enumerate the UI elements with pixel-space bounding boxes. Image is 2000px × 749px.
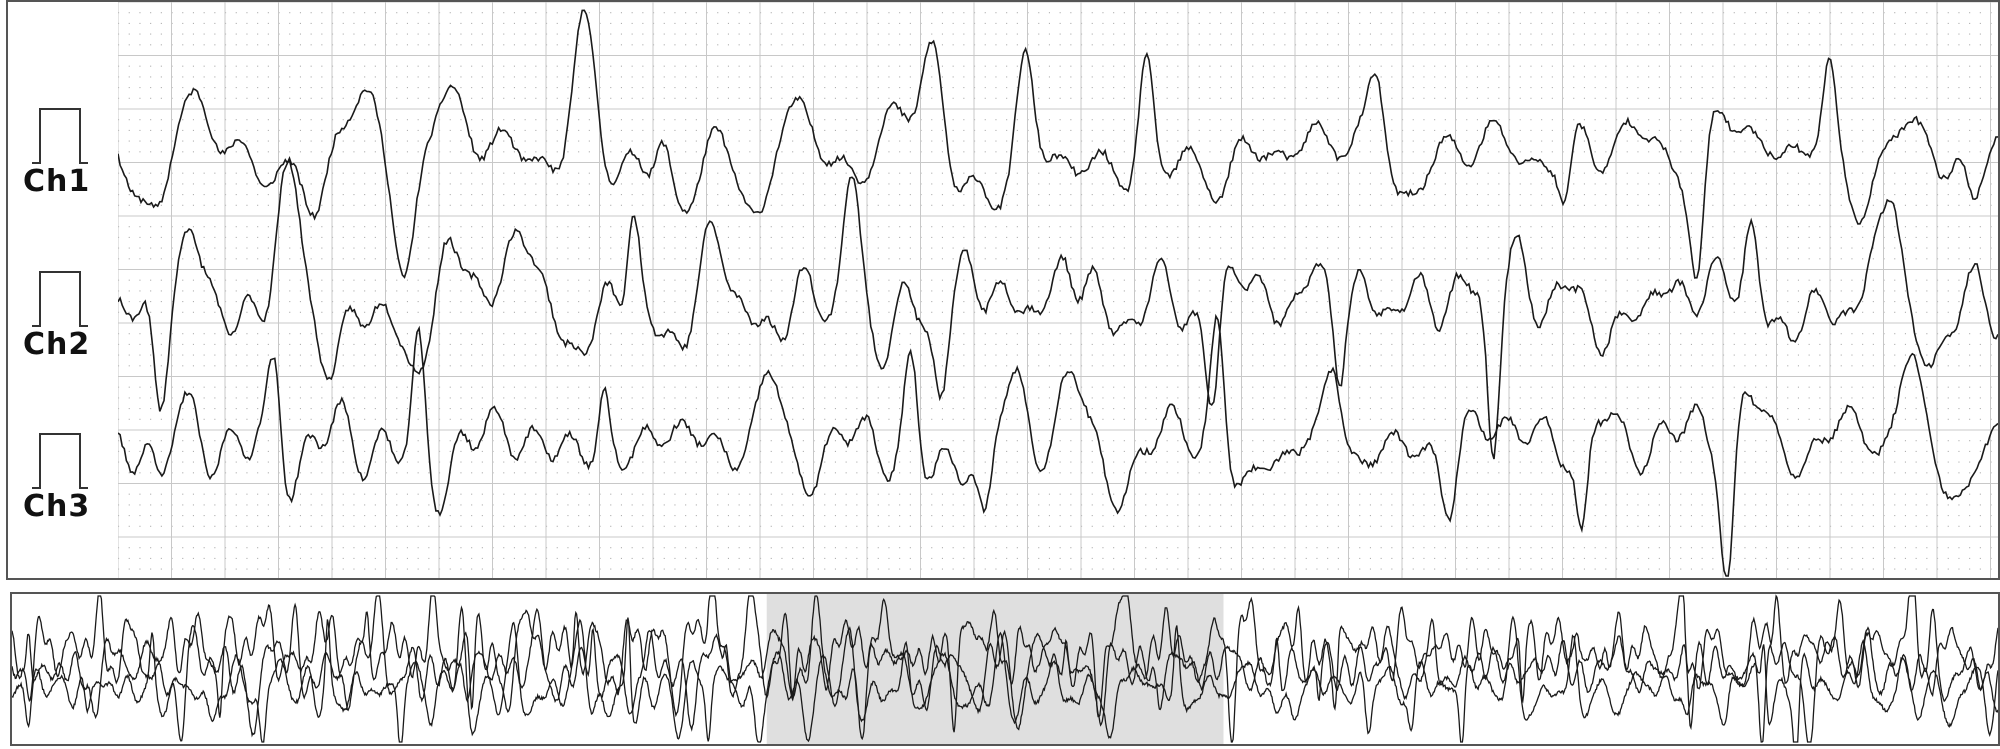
- grid-dot-pattern: [118, 2, 1992, 570]
- grid-dots: [118, 2, 1992, 570]
- channel-label-column: Ch1 Ch2 Ch3: [8, 2, 118, 578]
- grid-major-lines: [118, 2, 1998, 578]
- waveform-plot: [118, 2, 1998, 578]
- main-waveform-panel: Ch1 Ch2 Ch3: [6, 0, 2000, 580]
- trace-ch1: [118, 9, 1998, 279]
- calibration-pulse-ch2-icon: [32, 271, 88, 327]
- trace-ch3: [118, 313, 1998, 577]
- trace-ch2: [118, 158, 1998, 460]
- calibration-pulse-ch1-icon: [32, 108, 88, 164]
- overview-trace-group: [12, 594, 1998, 743]
- channel-label-ch1: Ch1: [23, 164, 91, 199]
- grid-major-pattern: [118, 2, 1998, 578]
- overview-trace-ch3: [12, 605, 1998, 743]
- trace-group: [118, 9, 1998, 577]
- overview-plot[interactable]: [12, 594, 1998, 744]
- overview-trace-ch2: [12, 595, 1998, 743]
- channel-label-ch3: Ch3: [23, 489, 91, 524]
- channel-label-ch2: Ch2: [23, 327, 91, 362]
- calibration-pulse-ch3-icon: [32, 433, 88, 489]
- overview-strip[interactable]: [10, 592, 2000, 746]
